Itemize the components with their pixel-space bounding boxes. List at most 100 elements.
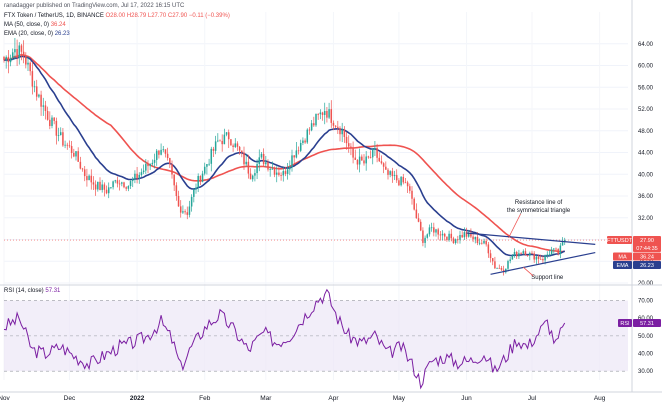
candle bbox=[361, 154, 363, 161]
candle-body bbox=[254, 173, 256, 176]
candle-body bbox=[221, 140, 223, 145]
ema-legend-label: EMA (20, close, 0) bbox=[4, 31, 54, 37]
ema-legend[interactable]: EMA (20, close, 0) 26.23 bbox=[4, 30, 70, 39]
candle bbox=[134, 170, 136, 184]
candle-body bbox=[147, 163, 149, 167]
candle-body bbox=[275, 172, 278, 175]
candle bbox=[83, 166, 86, 182]
candle bbox=[166, 147, 169, 161]
candle bbox=[398, 178, 400, 187]
candle-body bbox=[31, 71, 34, 87]
candle-body bbox=[116, 180, 119, 184]
candle bbox=[385, 161, 387, 170]
candle-body bbox=[365, 156, 367, 164]
candle bbox=[537, 254, 540, 264]
candle-body bbox=[284, 171, 287, 174]
ma50-line bbox=[3, 53, 565, 253]
candle-body bbox=[3, 56, 5, 61]
candle-body bbox=[361, 156, 363, 161]
candle-body bbox=[297, 150, 300, 152]
candle-body bbox=[112, 181, 114, 188]
candle-body bbox=[66, 144, 69, 146]
candle bbox=[371, 148, 374, 165]
candle bbox=[112, 180, 114, 190]
candle bbox=[251, 174, 254, 182]
candle-body bbox=[49, 119, 51, 126]
rsi-tick-label: 30.00 bbox=[638, 369, 654, 375]
candle bbox=[121, 181, 123, 187]
candle bbox=[457, 235, 459, 244]
candle bbox=[258, 149, 261, 172]
candle-body bbox=[118, 183, 121, 185]
candle-body bbox=[11, 52, 14, 58]
candle bbox=[483, 238, 485, 245]
candle-body bbox=[395, 175, 398, 181]
candle bbox=[219, 139, 221, 142]
candle bbox=[14, 38, 16, 60]
candle bbox=[175, 182, 178, 201]
candle-body bbox=[537, 256, 540, 259]
price-tick-label: 56.00 bbox=[638, 85, 654, 91]
candle bbox=[337, 120, 339, 134]
candle-body bbox=[280, 175, 282, 176]
candle-body bbox=[42, 105, 45, 107]
support-annotation: Support line bbox=[531, 275, 564, 281]
candle bbox=[162, 145, 165, 153]
candle-body bbox=[550, 249, 553, 255]
candle bbox=[188, 200, 191, 218]
candle bbox=[498, 264, 501, 269]
candle-body bbox=[40, 94, 42, 107]
candle bbox=[282, 166, 285, 182]
candle bbox=[62, 128, 64, 147]
candle-body bbox=[467, 233, 470, 237]
candle bbox=[51, 115, 53, 129]
candle-body bbox=[203, 166, 206, 174]
candle bbox=[522, 249, 525, 255]
candle-body bbox=[518, 253, 520, 257]
rsi-legend[interactable]: RSI (14, close) 57.31 bbox=[4, 287, 60, 296]
candle bbox=[221, 134, 223, 152]
candle bbox=[158, 149, 160, 159]
candle-body bbox=[513, 251, 516, 256]
candle bbox=[238, 146, 241, 155]
candle-body bbox=[522, 251, 525, 254]
price-tags: FTTUSDT 27.90 07:44:35 MA 36.24 EMA 26.23 RSI 57… bbox=[607, 236, 661, 327]
candle bbox=[171, 160, 173, 179]
ma-legend[interactable]: MA (50, close, 0) 36.24 bbox=[4, 21, 66, 30]
candle bbox=[299, 139, 302, 153]
candle bbox=[114, 179, 117, 184]
candle-body bbox=[389, 171, 391, 175]
candle bbox=[49, 111, 51, 130]
candle bbox=[463, 227, 466, 240]
candle-body bbox=[25, 56, 27, 65]
candle-body bbox=[245, 161, 247, 165]
candle-body bbox=[193, 189, 195, 197]
candle-body bbox=[158, 150, 160, 155]
candle bbox=[88, 174, 90, 181]
candle-body bbox=[27, 62, 29, 65]
candle bbox=[22, 40, 25, 64]
candle-body bbox=[402, 176, 405, 183]
candle bbox=[435, 228, 437, 237]
candle bbox=[400, 176, 402, 187]
price-tick-label: 60.00 bbox=[638, 64, 654, 70]
ema20-line bbox=[3, 55, 566, 258]
rsi-line-path bbox=[3, 288, 566, 390]
candle bbox=[151, 159, 154, 166]
candle-body bbox=[382, 163, 385, 167]
candle bbox=[46, 106, 49, 121]
candle bbox=[391, 167, 394, 183]
candle-body bbox=[533, 253, 535, 260]
candle-body bbox=[435, 229, 437, 233]
candle bbox=[131, 176, 134, 188]
candle bbox=[212, 146, 215, 157]
candle-body bbox=[459, 235, 461, 240]
candle bbox=[555, 247, 557, 251]
candle bbox=[422, 227, 424, 247]
candle bbox=[182, 205, 184, 215]
candle bbox=[365, 151, 367, 171]
candle bbox=[20, 43, 23, 61]
candle bbox=[467, 229, 470, 238]
candle bbox=[406, 180, 409, 194]
